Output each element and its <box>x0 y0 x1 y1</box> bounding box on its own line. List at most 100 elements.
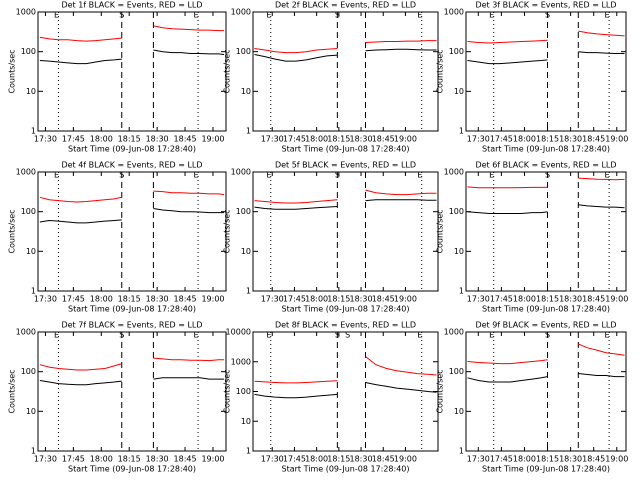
x-tick-label: 18:30 <box>350 135 373 144</box>
plot-frame <box>465 331 627 452</box>
x-tick-label: 18:30 <box>146 295 169 304</box>
y-tick-label: 1 <box>246 287 251 296</box>
marker-label: E <box>194 331 199 340</box>
marker-label: S <box>335 11 340 20</box>
x-tick-label: 17:30 <box>261 455 284 464</box>
plot-frame <box>252 11 439 132</box>
y-tick-label: 1000 <box>231 168 251 177</box>
y-tick-label: 10 <box>241 247 251 256</box>
y-axis-label: Counts/sec <box>223 209 232 253</box>
chart-title: Det 6f BLACK = Events, RED = LLD <box>475 161 616 170</box>
y-axis-label: Counts/sec <box>223 369 232 413</box>
panel: Det 1f BLACK = Events, RED = LLD Start Ti… <box>8 1 227 154</box>
marker-label: E <box>417 11 422 20</box>
marker-label: E <box>605 331 610 340</box>
x-tick-label: 18:15 <box>536 295 559 304</box>
x-tick-label: 18:45 <box>582 455 605 464</box>
data-line <box>254 189 437 204</box>
marker-label: E <box>417 331 422 340</box>
y-tick-label: 1 <box>459 287 464 296</box>
marker-label: E <box>54 331 59 340</box>
x-tick-label: 19:00 <box>201 135 224 144</box>
x-tick-label: 18:45 <box>174 455 197 464</box>
y-tick-label: 100 <box>449 367 464 376</box>
y-tick-label: 1 <box>31 447 36 456</box>
data-line <box>39 49 225 65</box>
y-axis-label: Counts/sec <box>8 49 17 93</box>
x-tick-label: 18:00 <box>513 135 536 144</box>
y-tick-label: 10 <box>26 247 36 256</box>
y-tick-label: 100 <box>21 207 36 216</box>
x-tick-label: 17:45 <box>62 295 85 304</box>
marker-label: E <box>489 11 494 20</box>
data-line <box>467 30 625 44</box>
x-tick-label: 17:30 <box>467 455 490 464</box>
marker-label: E <box>54 171 59 180</box>
y-tick-label: 100 <box>236 387 251 396</box>
plot-frame <box>465 11 627 132</box>
y-tick-label: 1000 <box>16 328 36 337</box>
y-tick-label: 100 <box>236 47 251 56</box>
chart-title: Det 5f BLACK = Events, RED = LLD <box>275 161 416 170</box>
data-line <box>467 343 625 365</box>
x-tick-label: 18:30 <box>559 135 582 144</box>
y-tick-label: 1000 <box>231 8 251 17</box>
data-line <box>39 25 225 42</box>
x-axis-label: Start Time (09-Jun-08 17:28:40) <box>282 465 410 474</box>
y-tick-label: 1000 <box>16 168 36 177</box>
y-tick-label: 10 <box>454 407 464 416</box>
marker-label: E <box>194 171 199 180</box>
x-axis-label: Start Time (09-Jun-08 17:28:40) <box>282 305 410 314</box>
x-tick-label: 17:45 <box>283 455 306 464</box>
x-tick-label: 18:15 <box>536 455 559 464</box>
y-tick-label: 1000 <box>231 357 251 366</box>
y-axis-label: Counts/sec <box>436 49 445 93</box>
y-tick-label: 10 <box>241 417 251 426</box>
x-tick-label: 19:00 <box>394 455 417 464</box>
x-tick-label: 18:30 <box>350 455 373 464</box>
x-tick-label: 17:45 <box>490 135 513 144</box>
panel: Det 3f BLACK = Events, RED = LLD Start Ti… <box>436 1 629 154</box>
x-tick-label: 19:00 <box>201 295 224 304</box>
data-line <box>254 48 437 62</box>
marker-label: E <box>194 11 199 20</box>
y-axis-label: Counts/sec <box>436 369 445 413</box>
data-line <box>39 190 225 203</box>
x-tick-label: 17:45 <box>490 455 513 464</box>
y-tick-label: 1 <box>246 447 251 456</box>
x-tick-label: 18:15 <box>118 135 141 144</box>
x-tick-label: 18:15 <box>327 455 350 464</box>
x-tick-label: 18:30 <box>559 455 582 464</box>
y-tick-label: 1 <box>246 127 251 136</box>
x-tick-label: 18:45 <box>174 135 197 144</box>
y-tick-label: 100 <box>21 47 36 56</box>
x-tick-label: 18:45 <box>174 295 197 304</box>
x-tick-label: 17:45 <box>490 295 513 304</box>
x-tick-label: 19:00 <box>605 295 628 304</box>
x-tick-label: 18:15 <box>327 295 350 304</box>
panel: Det 7f BLACK = Events, RED = LLD Start Ti… <box>8 321 227 474</box>
x-tick-label: 18:00 <box>305 295 328 304</box>
y-tick-label: 1 <box>459 447 464 456</box>
x-tick-label: 18:00 <box>90 455 113 464</box>
panel: Det 4f BLACK = Events, RED = LLD Start Ti… <box>8 161 227 314</box>
x-tick-label: 17:30 <box>467 135 490 144</box>
x-tick-label: 19:00 <box>201 455 224 464</box>
y-tick-label: 100 <box>21 367 36 376</box>
plot-frame <box>37 11 227 132</box>
data-line <box>254 356 437 384</box>
marker-label: S <box>545 171 550 180</box>
x-tick-label: 18:15 <box>327 135 350 144</box>
marker-label: S <box>335 171 340 180</box>
y-tick-label: 100 <box>449 47 464 56</box>
x-axis-label: Start Time (09-Jun-08 17:28:40) <box>482 465 610 474</box>
data-line <box>254 382 437 399</box>
x-tick-label: 18:45 <box>372 135 395 144</box>
x-tick-label: 18:00 <box>90 135 113 144</box>
x-tick-label: 18:15 <box>118 295 141 304</box>
y-tick-label: 10 <box>26 407 36 416</box>
x-tick-label: 18:00 <box>305 455 328 464</box>
x-tick-label: 18:45 <box>582 295 605 304</box>
